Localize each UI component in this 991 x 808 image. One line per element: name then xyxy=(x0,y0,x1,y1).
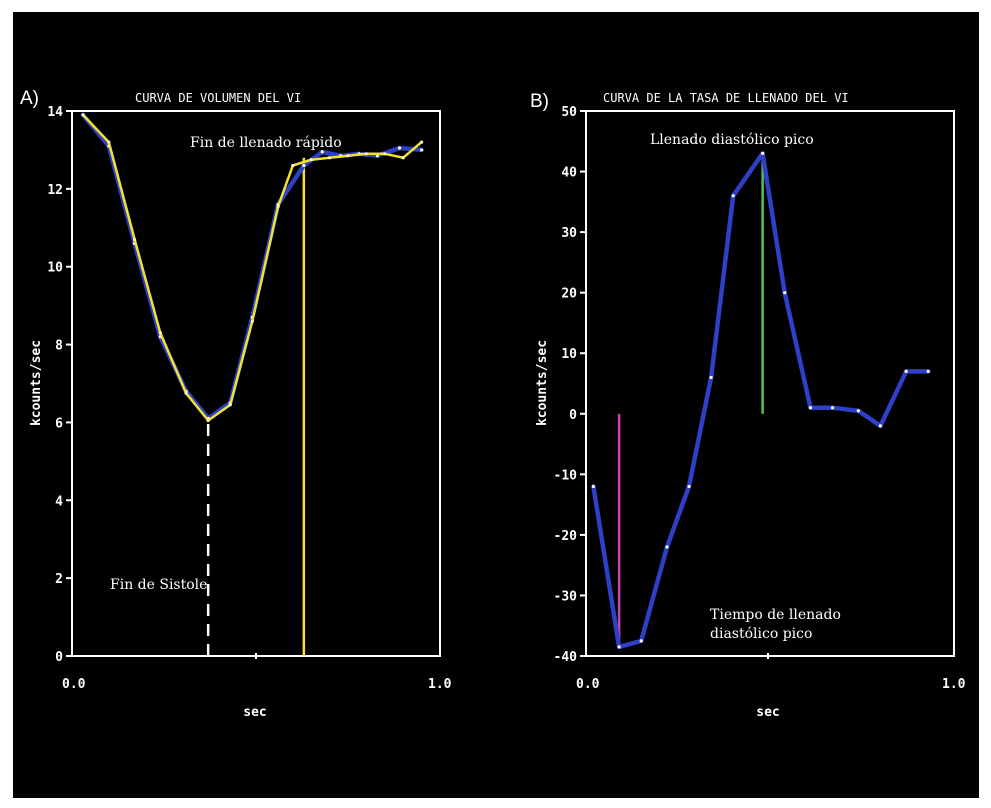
panel-b-y-tick-label-2: -20 xyxy=(554,529,578,544)
panel-b-markers xyxy=(617,153,764,647)
panel-b-series-0-point-9 xyxy=(808,406,813,410)
panel-a-plot-frame xyxy=(71,110,441,657)
panel-b-x-axis: 0.0 1.0 xyxy=(576,653,966,692)
panel-a-x-label: sec xyxy=(243,705,266,720)
panel-a-series-1-point-6 xyxy=(228,403,232,407)
panel-b-series-0-point-7 xyxy=(761,151,765,155)
panel-a-series-1-point-8 xyxy=(276,204,280,208)
panel-b-y-tick-label-1: -30 xyxy=(554,589,578,604)
panel-b-y-tick-label-5: 10 xyxy=(561,347,577,362)
panel-b: B) CURVA DE LA TASA DE LLENADO DEL VI -4… xyxy=(530,91,966,720)
panel-a-series-1-point-7 xyxy=(250,319,254,323)
panel-a-series-line-1 xyxy=(81,113,423,422)
panel-b-y-tick-label-0: -40 xyxy=(554,650,578,665)
panel-a-letter: A) xyxy=(20,88,39,109)
panel-b-series-0-point-11 xyxy=(856,409,860,413)
panel-b-y-axis: -40 -30 -20 -10 0 10 20 30 40 50 xyxy=(554,105,586,665)
panel-b-annotation-tiempo-2: diastólico pico xyxy=(710,626,812,642)
panel-a-y-tick-label-0: 0 xyxy=(55,650,63,665)
panel-b-plot-frame xyxy=(585,110,955,657)
panel-b-x-tick-0: 0.0 xyxy=(576,677,600,692)
panel-a-x-tick-1: 1.0 xyxy=(428,677,452,692)
panel-a-series-0-point-15 xyxy=(420,148,424,152)
panel-b-series-0-point-12 xyxy=(878,424,883,428)
panel-a-y-tick-label-7: 14 xyxy=(47,105,63,120)
panel-b-series-0-point-3 xyxy=(665,545,669,549)
panel-a: A) CURVA DE VOLUMEN DEL VI 0 2 4 6 8 10 12 14 0… xyxy=(20,88,452,720)
panel-a-y-axis: 0 2 4 6 8 10 12 14 xyxy=(47,105,72,665)
panel-a-y-tick-label-1: 2 xyxy=(55,572,63,587)
panel-b-series-0-point-6 xyxy=(731,194,735,198)
panel-a-x-axis: 0.0 1.0 xyxy=(62,653,452,692)
panel-a-y-tick-label-3: 6 xyxy=(55,416,63,431)
panel-a-markers xyxy=(206,157,306,656)
figure-background xyxy=(13,12,979,798)
panel-a-y-label: kcounts/sec xyxy=(29,340,44,426)
panel-a-y-tick-label-6: 12 xyxy=(47,183,63,198)
panel-b-annotation-tiempo-1: Tiempo de llenado xyxy=(710,607,841,623)
panel-b-series-0-point-13 xyxy=(904,369,908,373)
panel-b-letter: B) xyxy=(530,91,549,112)
panel-a-series-line-0 xyxy=(80,112,424,421)
panel-b-series-0-point-1 xyxy=(617,645,621,649)
panel-a-series-1-point-10 xyxy=(309,158,313,162)
panel-b-series-0-point-4 xyxy=(687,484,691,489)
panel-a-series-1-point-0 xyxy=(81,113,85,117)
panel-b-y-tick-label-3: -10 xyxy=(554,468,578,483)
panel-a-title: CURVA DE VOLUMEN DEL VI xyxy=(135,91,301,105)
panel-a-y-tick-label-5: 10 xyxy=(47,261,63,276)
panel-b-series-0-point-0 xyxy=(591,484,595,489)
panel-a-series-1-point-12 xyxy=(346,154,350,158)
panel-a-series-1-point-2 xyxy=(132,237,137,242)
panel-a-y-tick-label-2: 4 xyxy=(55,494,63,509)
panel-b-series-0-point-2 xyxy=(639,639,643,643)
panel-b-x-label: sec xyxy=(756,705,779,720)
panel-a-series xyxy=(80,112,424,423)
panel-b-series-0-point-5 xyxy=(709,375,713,380)
panel-a-series-1-point-5 xyxy=(206,418,210,423)
panel-b-series-line-0 xyxy=(591,151,931,650)
panel-a-y-tick-label-4: 8 xyxy=(55,339,63,354)
panel-a-series-1-point-4 xyxy=(184,391,188,395)
panel-b-series xyxy=(591,151,931,650)
panel-a-series-1-point-1 xyxy=(107,140,111,144)
panel-b-y-tick-label-7: 30 xyxy=(561,226,577,241)
panel-b-title: CURVA DE LA TASA DE LLENADO DEL VI xyxy=(603,91,849,105)
panel-a-series-1-point-11 xyxy=(328,156,332,160)
panel-b-x-tick-1: 1.0 xyxy=(942,677,966,692)
panel-a-annotation-fin-sistole: Fin de Sistole xyxy=(110,577,207,593)
panel-b-y-tick-label-8: 40 xyxy=(561,166,577,181)
panel-b-y-tick-label-4: 0 xyxy=(569,408,577,423)
panel-b-y-tick-label-9: 50 xyxy=(561,105,577,120)
panel-a-series-1-point-3 xyxy=(158,331,162,335)
panel-a-series-1-point-16 xyxy=(420,140,424,144)
panel-a-series-1-point-9 xyxy=(291,163,295,168)
panel-a-series-0-point-9 xyxy=(302,163,306,168)
panel-b-annotation-llenado-pico: Llenado diastólico pico xyxy=(650,132,814,148)
panel-a-series-0-point-14 xyxy=(397,146,402,150)
panel-a-series-1-point-14 xyxy=(383,152,387,156)
panel-b-series-0-point-10 xyxy=(830,406,835,410)
panel-a-series-0-point-10 xyxy=(320,150,324,154)
panel-b-y-label: kcounts/sec xyxy=(535,340,550,426)
panel-b-series-0-point-8 xyxy=(783,291,787,295)
panel-b-y-tick-label-6: 20 xyxy=(561,287,577,302)
panel-a-series-1-point-13 xyxy=(364,152,368,156)
panel-a-x-tick-0: 0.0 xyxy=(62,677,86,692)
panel-b-series-0-point-14 xyxy=(926,369,930,373)
panel-a-annotation-fin-llenado: Fin de llenado rápido xyxy=(190,135,342,151)
panel-a-series-1-point-15 xyxy=(401,156,405,160)
